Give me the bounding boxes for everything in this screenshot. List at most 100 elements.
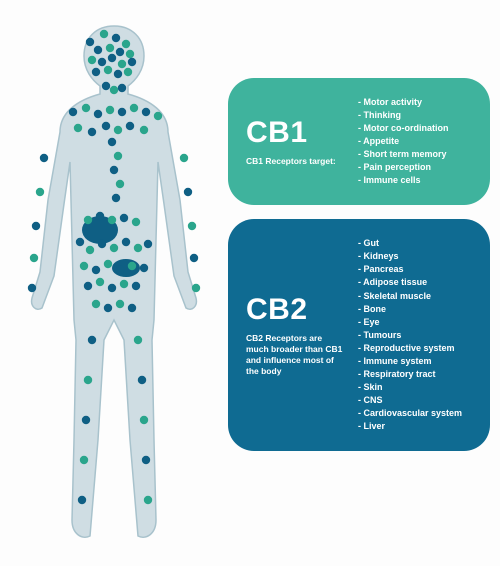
receptor-dot-cb2 (142, 456, 150, 464)
receptor-dot-cb1 (92, 300, 100, 308)
receptor-dot-cb1 (116, 180, 124, 188)
receptor-dot-cb2 (88, 128, 96, 136)
receptor-dot-cb2 (96, 212, 104, 220)
info-panels: CB1 CB1 Receptors target: Motor activityTh… (228, 78, 490, 451)
receptor-dot-cb2 (112, 194, 120, 202)
receptor-dot-cb1 (100, 30, 108, 38)
receptor-dot-cb1 (36, 188, 44, 196)
receptor-dot-cb1 (120, 280, 128, 288)
panel-cb2-item: CNS (358, 394, 476, 407)
receptor-dot-cb2 (120, 214, 128, 222)
receptor-dot-cb1 (114, 152, 122, 160)
receptor-dot-cb2 (116, 48, 124, 56)
receptor-dot-cb2 (92, 266, 100, 274)
panel-cb1-item: Short term memory (358, 148, 476, 161)
panel-cb1: CB1 CB1 Receptors target: Motor activityTh… (228, 78, 490, 205)
panel-cb2-item: Bone (358, 303, 476, 316)
panel-cb2-item: Liver (358, 420, 476, 433)
panel-cb1-title: CB1 (246, 116, 346, 150)
receptor-dot-cb1 (192, 284, 200, 292)
receptor-dot-cb2 (128, 58, 136, 66)
receptor-dot-cb2 (142, 108, 150, 116)
receptor-dot-cb2 (144, 240, 152, 248)
panel-cb1-left: CB1 CB1 Receptors target: (246, 96, 346, 187)
receptor-dot-cb1 (106, 106, 114, 114)
panel-cb2-item: Pancreas (358, 263, 476, 276)
receptor-dot-cb2 (122, 238, 130, 246)
receptor-dot-cb2 (132, 282, 140, 290)
receptor-dot-cb2 (104, 304, 112, 312)
receptor-dot-cb1 (110, 244, 118, 252)
receptor-dot-cb2 (69, 108, 77, 116)
receptor-dot-cb2 (92, 68, 100, 76)
panel-cb1-item: Motor co-ordination (358, 122, 476, 135)
panel-cb2: CB2CB2 Receptors are much broader than C… (228, 219, 490, 451)
panel-cb2-item: Gut (358, 237, 476, 250)
receptor-dot-cb2 (190, 254, 198, 262)
receptor-dot-cb2 (118, 108, 126, 116)
receptor-dot-cb1 (154, 112, 162, 120)
receptor-dot-cb1 (130, 104, 138, 112)
receptor-dot-cb2 (82, 416, 90, 424)
receptor-dot-cb1 (104, 66, 112, 74)
panel-cb1-item: Thinking (358, 109, 476, 122)
receptor-dot-cb2 (140, 264, 148, 272)
organ-gut (112, 259, 140, 277)
receptor-dot-cb2 (108, 284, 116, 292)
panel-cb2-item: Immune system (358, 355, 476, 368)
receptor-dot-cb1 (110, 86, 118, 94)
receptor-dot-cb1 (140, 416, 148, 424)
human-body-figure (18, 20, 213, 550)
receptor-dot-cb1 (180, 154, 188, 162)
panel-cb1-subtitle: CB1 Receptors target: (246, 156, 346, 167)
receptor-dot-cb1 (134, 244, 142, 252)
receptor-dot-cb1 (84, 376, 92, 384)
receptor-dot-cb1 (104, 260, 112, 268)
receptor-dot-cb2 (112, 34, 120, 42)
receptor-dot-cb2 (88, 336, 96, 344)
panel-cb1-item: Immune cells (358, 174, 476, 187)
panel-cb2-item: Skeletal muscle (358, 290, 476, 303)
receptor-dot-cb1 (124, 68, 132, 76)
panel-cb1-item: Pain perception (358, 161, 476, 174)
receptor-dot-cb2 (116, 266, 124, 274)
receptor-dot-cb2 (40, 154, 48, 162)
receptor-dot-cb2 (184, 188, 192, 196)
receptor-dot-cb1 (80, 456, 88, 464)
receptor-dot-cb1 (84, 216, 92, 224)
panel-cb2-item: Tumours (358, 329, 476, 342)
receptor-dot-cb1 (80, 262, 88, 270)
receptor-dot-cb1 (132, 218, 140, 226)
receptor-dot-cb2 (28, 284, 36, 292)
panel-cb2-subtitle: CB2 Receptors are much broader than CB1 … (246, 333, 346, 377)
receptor-dot-cb2 (94, 46, 102, 54)
receptor-dot-cb2 (32, 222, 40, 230)
receptor-dot-cb1 (116, 300, 124, 308)
receptor-dot-cb2 (98, 58, 106, 66)
receptor-dot-cb1 (106, 44, 114, 52)
receptor-dot-cb1 (140, 126, 148, 134)
receptor-dot-cb2 (118, 84, 126, 92)
receptor-dot-cb1 (188, 222, 196, 230)
panel-cb1-item: Appetite (358, 135, 476, 148)
receptor-dot-cb1 (88, 56, 96, 64)
receptor-dot-cb2 (78, 496, 86, 504)
panel-cb2-item: Eye (358, 316, 476, 329)
panel-cb2-item: Cardiovascular system (358, 407, 476, 420)
receptor-dot-cb2 (108, 138, 116, 146)
receptor-dot-cb1 (74, 124, 82, 132)
receptor-dot-cb2 (128, 304, 136, 312)
receptor-dot-cb2 (102, 82, 110, 90)
receptor-dot-cb2 (84, 282, 92, 290)
receptor-dot-cb2 (94, 110, 102, 118)
receptor-dot-cb1 (108, 216, 116, 224)
receptor-dot-cb1 (128, 262, 136, 270)
receptor-dot-cb2 (102, 122, 110, 130)
receptor-dot-cb1 (86, 246, 94, 254)
panel-cb2-item: Reproductive system (358, 342, 476, 355)
panel-cb1-item: Motor activity (358, 96, 476, 109)
body-svg (18, 20, 213, 550)
receptor-dot-cb2 (138, 376, 146, 384)
receptor-dot-cb1 (126, 50, 134, 58)
receptor-dot-cb1 (144, 496, 152, 504)
